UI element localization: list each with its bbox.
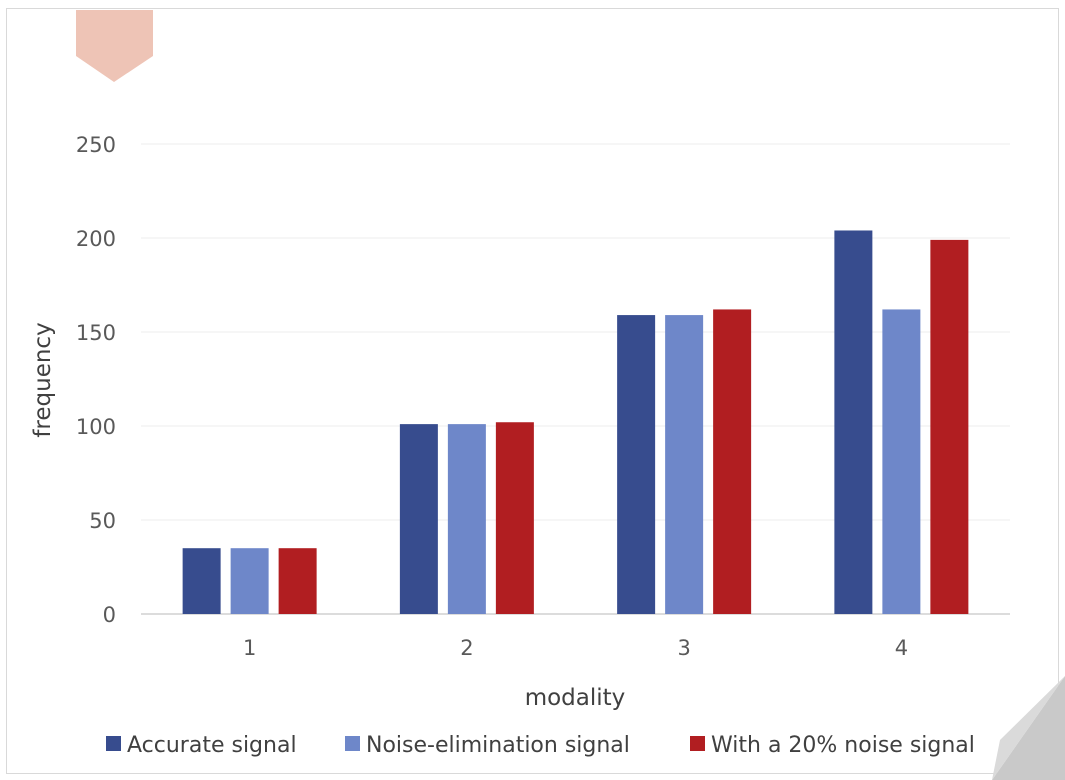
y-tick-label: 250 [76,133,116,157]
legend-swatch-noise20 [690,736,705,751]
bar-series-2-cat-4 [882,309,921,614]
bar-series-2-cat-2 [447,424,486,614]
bar-series-2-cat-1 [230,548,269,614]
page-curl-shadow [992,676,1065,780]
legend: Accurate signal Noise-elimination signal… [106,733,975,758]
bar-series-3-cat-4 [930,239,969,614]
x-tick-label: 4 [895,636,908,660]
ribbon-decoration [76,10,153,82]
x-tick-label: 1 [243,636,256,660]
y-tick-label: 150 [76,321,116,345]
x-tick-label: 2 [460,636,473,660]
bar-series-1-cat-3 [617,315,656,614]
bar-series-1-cat-2 [399,424,438,614]
legend-label-noise20: With a 20% noise signal [711,733,975,758]
legend-swatch-noise-elimination [345,736,360,751]
legend-swatch-accurate [106,736,121,751]
y-tick-label: 0 [103,603,116,627]
legend-label-accurate: Accurate signal [127,733,297,758]
legend-label-noise-elimination: Noise-elimination signal [366,733,630,758]
bar-series-1-cat-4 [834,230,873,615]
bar-series-1-cat-1 [182,548,221,614]
y-axis-title: frequency [30,322,56,437]
bar-series-2-cat-3 [665,315,704,614]
y-tick-label: 50 [89,509,116,533]
y-tick-label: 200 [76,227,116,251]
bar-series-3-cat-3 [713,309,752,614]
y-tick-label: 100 [76,415,116,439]
bar-series-3-cat-2 [495,422,534,614]
x-axis-title: modality [525,685,626,711]
x-tick-label: 3 [677,636,690,660]
bar-series-3-cat-1 [278,548,317,614]
